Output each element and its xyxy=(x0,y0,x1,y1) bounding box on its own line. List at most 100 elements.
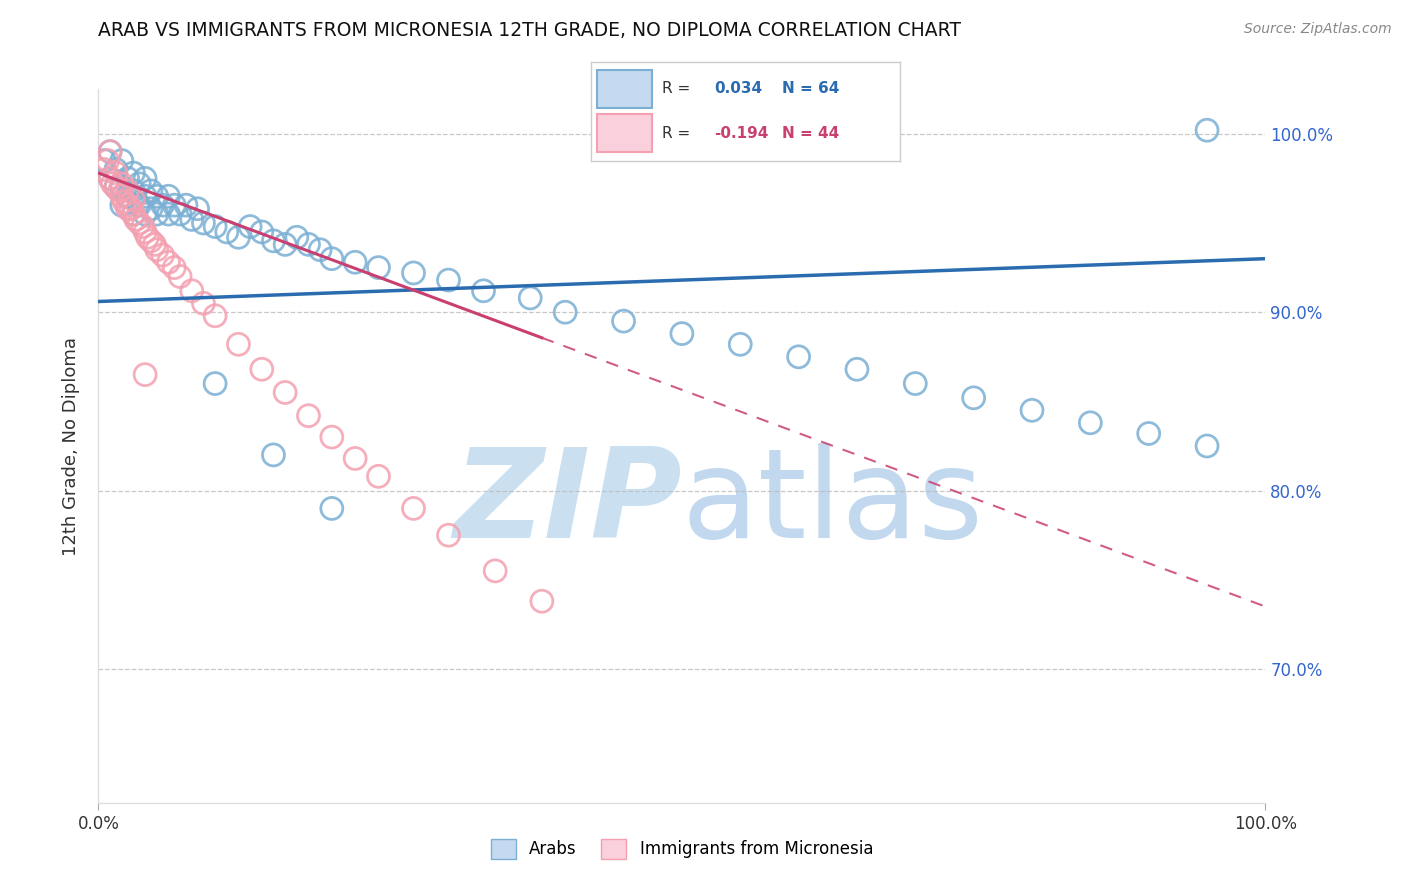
Point xyxy=(122,184,145,198)
Point xyxy=(402,501,425,516)
Point xyxy=(228,337,250,351)
Text: 0.034: 0.034 xyxy=(714,81,762,96)
Text: ZIP: ZIP xyxy=(453,442,682,564)
Point xyxy=(274,237,297,252)
Text: R =: R = xyxy=(662,81,695,96)
Point xyxy=(101,177,124,191)
Point xyxy=(262,234,284,248)
Point xyxy=(111,180,134,194)
Y-axis label: 12th Grade, No Diploma: 12th Grade, No Diploma xyxy=(62,336,80,556)
Point xyxy=(344,451,367,466)
Point xyxy=(111,189,134,203)
Point xyxy=(730,337,752,351)
FancyBboxPatch shape xyxy=(596,114,652,152)
Point xyxy=(1080,416,1102,430)
Point xyxy=(187,202,209,216)
Point xyxy=(519,291,541,305)
Point xyxy=(321,252,343,266)
Point xyxy=(215,225,238,239)
Point xyxy=(122,166,145,180)
Point xyxy=(309,243,332,257)
Point xyxy=(239,219,262,234)
Point xyxy=(117,171,139,186)
Point xyxy=(169,207,191,221)
Point xyxy=(846,362,869,376)
Point xyxy=(104,180,127,194)
Point xyxy=(274,385,297,400)
Point xyxy=(344,255,367,269)
Point xyxy=(904,376,927,391)
Point xyxy=(157,255,180,269)
Point xyxy=(204,219,226,234)
Point xyxy=(139,234,162,248)
Point xyxy=(204,309,226,323)
Point xyxy=(367,469,389,483)
Point xyxy=(321,501,343,516)
Point xyxy=(297,409,319,423)
Point xyxy=(530,594,553,608)
Text: Source: ZipAtlas.com: Source: ZipAtlas.com xyxy=(1244,22,1392,37)
Point xyxy=(146,189,169,203)
Point xyxy=(139,202,162,216)
Point xyxy=(134,368,156,382)
Point xyxy=(98,171,121,186)
Point xyxy=(157,207,180,221)
Point xyxy=(157,189,180,203)
Point xyxy=(104,180,127,194)
Point xyxy=(367,260,389,275)
Point xyxy=(134,207,156,221)
Point xyxy=(97,153,120,168)
Point xyxy=(112,194,135,209)
Point xyxy=(98,171,121,186)
Point xyxy=(402,266,425,280)
Point xyxy=(285,230,308,244)
Point xyxy=(472,284,495,298)
Text: N = 44: N = 44 xyxy=(782,126,839,141)
Point xyxy=(613,314,636,328)
Point xyxy=(111,198,134,212)
Point xyxy=(128,216,150,230)
Point xyxy=(146,207,169,221)
FancyBboxPatch shape xyxy=(596,70,652,108)
Point xyxy=(152,198,174,212)
Point xyxy=(134,225,156,239)
Point xyxy=(143,237,166,252)
Point xyxy=(128,198,150,212)
Point xyxy=(122,193,145,207)
Point xyxy=(128,177,150,191)
Point xyxy=(132,219,155,234)
Point xyxy=(122,207,145,221)
Point xyxy=(93,153,115,168)
Point xyxy=(134,171,156,186)
Point xyxy=(193,296,215,310)
Point xyxy=(98,145,121,159)
Point xyxy=(250,362,273,376)
Point xyxy=(163,198,186,212)
Point xyxy=(139,184,162,198)
Point xyxy=(108,184,131,198)
Text: ARAB VS IMMIGRANTS FROM MICRONESIA 12TH GRADE, NO DIPLOMA CORRELATION CHART: ARAB VS IMMIGRANTS FROM MICRONESIA 12TH … xyxy=(98,21,962,40)
Point xyxy=(117,184,139,198)
Point xyxy=(169,269,191,284)
Point xyxy=(104,166,127,180)
Point xyxy=(174,198,197,212)
Text: -0.194: -0.194 xyxy=(714,126,769,141)
Point xyxy=(671,326,693,341)
Point xyxy=(111,177,134,191)
Point xyxy=(1137,426,1160,441)
Point xyxy=(122,207,145,221)
Point xyxy=(117,189,139,203)
Point xyxy=(437,273,460,287)
Point xyxy=(163,260,186,275)
Text: atlas: atlas xyxy=(682,442,984,564)
Point xyxy=(180,284,202,298)
Text: R =: R = xyxy=(662,126,695,141)
Point xyxy=(321,430,343,444)
Point xyxy=(104,162,127,177)
Point xyxy=(134,189,156,203)
Legend: Arabs, Immigrants from Micronesia: Arabs, Immigrants from Micronesia xyxy=(484,832,880,866)
Point xyxy=(962,391,984,405)
Text: N = 64: N = 64 xyxy=(782,81,839,96)
Point xyxy=(180,212,202,227)
Point xyxy=(297,237,319,252)
